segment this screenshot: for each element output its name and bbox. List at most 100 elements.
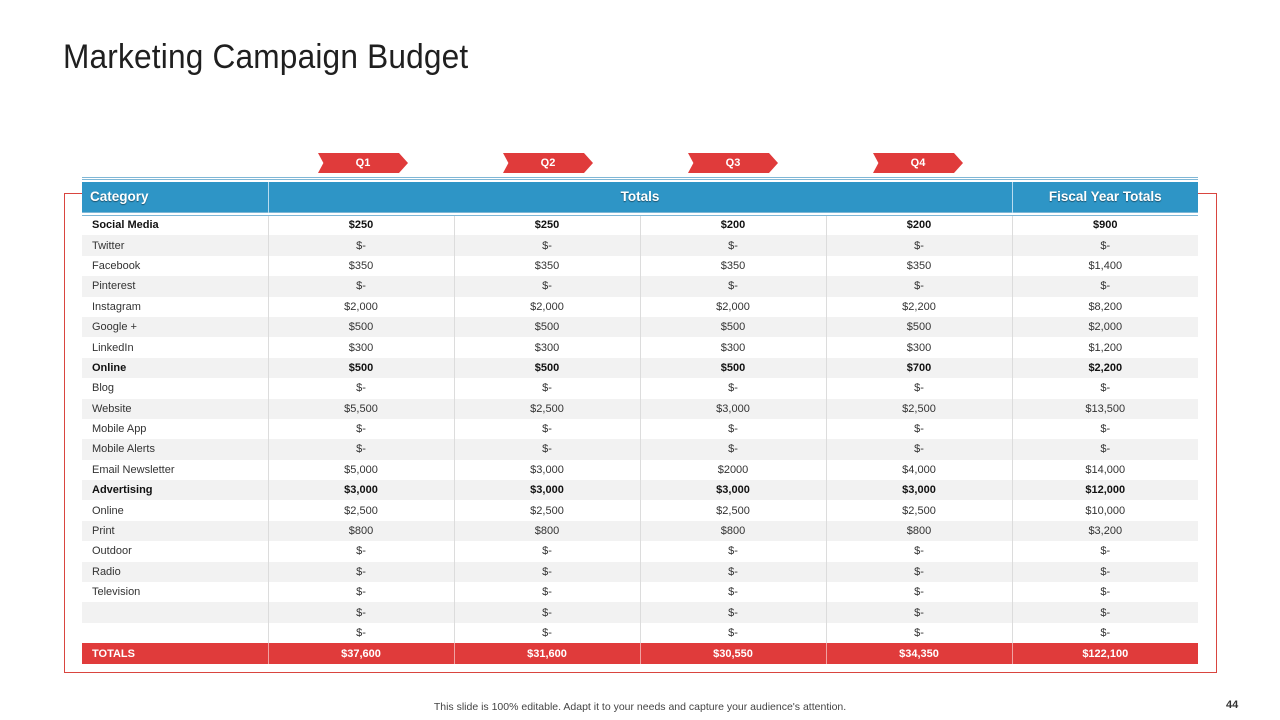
row-fiscal-total: $-	[1100, 423, 1111, 436]
row-label: Google +	[82, 316, 269, 338]
row-q4-value: $4,000	[826, 459, 1013, 481]
row-label: Outdoor	[82, 541, 269, 562]
row-fiscal-total: $-	[1100, 627, 1111, 639]
row-q1-value: $3,000	[268, 480, 455, 501]
row-q4-value: $3,000	[826, 480, 1013, 501]
table-row: Television $- $- $- $- $-	[82, 582, 1198, 603]
row-q1-value: $300	[268, 337, 455, 358]
row-fiscal-total: $8,200	[1088, 300, 1123, 313]
row-label	[82, 602, 269, 623]
row-q4-value: $-	[826, 561, 1013, 583]
row-label: Advertising	[82, 480, 269, 501]
row-q1-value: $250	[268, 215, 455, 236]
row-label: Online	[82, 357, 269, 379]
totals-q1: $37,600	[268, 643, 455, 665]
row-fiscal-total: $-	[1012, 602, 1199, 623]
table-row: Online $500 $500 $500 $700 $2,200	[82, 357, 1199, 379]
table-body: Social Media $250 $250 $200 $200 $900 Twitter $…	[82, 215, 1199, 665]
row-q2-value: $350	[454, 255, 641, 277]
row-label: Instagram	[82, 296, 269, 317]
row-label: LinkedIn	[82, 337, 269, 358]
totals-q4: $34,350	[826, 643, 1013, 665]
row-fiscal-total: $3,200	[1012, 520, 1199, 542]
row-q4-value: $-	[826, 541, 1013, 562]
row-fiscal-total: $900	[1093, 219, 1118, 232]
row-label: Online	[82, 500, 269, 521]
row-q3-value: $3,000	[640, 480, 827, 501]
row-q3-value: $-	[640, 561, 827, 583]
row-q1-value: $5,000	[268, 459, 455, 481]
row-q3-value: $200	[640, 215, 827, 236]
table-row: Email Newsletter $5,000 $3,000 $2000 $4,000 $…	[82, 459, 1198, 481]
row-q2-value: $-	[454, 235, 641, 256]
table-header-row: Category Totals Fiscal Year Totals	[82, 182, 1199, 212]
row-q2-value: $-	[454, 276, 641, 297]
row-q3-value: $-	[640, 418, 827, 440]
row-q2-value: $800	[454, 520, 641, 542]
row-fiscal-total: $2,000	[1012, 316, 1199, 338]
row-q2-value: $-	[454, 541, 641, 562]
row-q2-value: $3,000	[454, 480, 641, 501]
row-fiscal-total: $-	[1012, 235, 1199, 256]
row-q1-value: $500	[268, 357, 455, 379]
row-q3-value: $300	[640, 337, 827, 358]
row-label: Social Media	[82, 215, 269, 236]
row-q3-value: $-	[640, 582, 827, 603]
row-label: Television	[82, 582, 269, 603]
row-q1-value: $-	[268, 418, 455, 440]
row-fiscal-total: $-	[1100, 382, 1111, 395]
row-q3-value: $-	[640, 439, 827, 460]
row-q4-value: $-	[826, 276, 1013, 297]
header-rule	[82, 211, 1199, 216]
totals-q3: $30,550	[640, 643, 827, 665]
budget-table-container: Category Totals Fiscal Year Totals Socia…	[82, 177, 1199, 665]
table-top-rule	[82, 177, 1198, 180]
row-label: Email Newsletter	[82, 459, 269, 481]
row-q3-value: $-	[640, 235, 827, 256]
row-q4-value: $700	[826, 357, 1013, 379]
table-row: Website $5,500 $2,500 $3,000 $2,500 $13,500	[82, 398, 1199, 419]
row-q3-value: $3,000	[640, 398, 827, 419]
table-row: Instagram $2,000 $2,000 $2,000 $2,200 $8,200	[82, 296, 1198, 317]
row-fiscal-total: $2,200	[1012, 357, 1199, 379]
row-q4-value: $2,500	[826, 500, 1013, 521]
quarter-arrow-q2: Q2	[503, 153, 593, 173]
row-q2-value: $300	[454, 337, 641, 358]
row-q1-value: $-	[268, 602, 455, 623]
row-q2-value: $250	[454, 215, 641, 236]
row-fiscal-total: $10,000	[1085, 504, 1126, 517]
footer-note: This slide is 100% editable. Adapt it to…	[433, 701, 847, 713]
row-q1-value: $-	[268, 439, 455, 460]
row-q2-value: $-	[454, 418, 641, 440]
table-row: $- $- $- $- $-	[82, 602, 1199, 623]
row-q2-value: $-	[454, 602, 641, 623]
row-q3-value: $-	[640, 622, 827, 644]
row-q1-value: $2,500	[268, 500, 455, 521]
row-label	[82, 622, 269, 644]
row-q4-value: $2,200	[826, 296, 1013, 317]
row-q3-value: $-	[640, 541, 827, 562]
row-q1-value: $-	[268, 582, 455, 603]
table-row: Google + $500 $500 $500 $500 $2,000	[82, 316, 1199, 338]
table-row: Radio $- $- $- $- $-	[82, 561, 1199, 583]
row-q3-value: $2000	[640, 459, 827, 481]
table-row: Mobile App $- $- $- $- $-	[82, 418, 1198, 440]
row-q1-value: $-	[268, 235, 455, 256]
quarter-arrow-q1: Q1	[318, 153, 408, 173]
budget-table: Category Totals Fiscal Year Totals Socia…	[82, 182, 1199, 665]
row-q1-value: $800	[268, 520, 455, 542]
table-row: Outdoor $- $- $- $- $-	[82, 541, 1198, 562]
totals-q2: $31,600	[454, 643, 641, 665]
totals-row: TOTALS $37,600 $31,600 $30,550 $34,350 $122,1…	[82, 643, 1199, 665]
row-q3-value: $800	[640, 520, 827, 542]
row-q4-value: $-	[826, 602, 1013, 623]
row-label: Facebook	[82, 255, 269, 277]
row-q2-value: $-	[454, 582, 641, 603]
row-q1-value: $350	[268, 255, 455, 277]
row-q1-value: $-	[268, 378, 455, 399]
row-q3-value: $500	[640, 316, 827, 338]
row-q4-value: $800	[826, 520, 1013, 542]
row-q3-value: $350	[640, 255, 827, 277]
row-q1-value: $2,000	[268, 296, 455, 317]
row-q1-value: $500	[268, 316, 455, 338]
